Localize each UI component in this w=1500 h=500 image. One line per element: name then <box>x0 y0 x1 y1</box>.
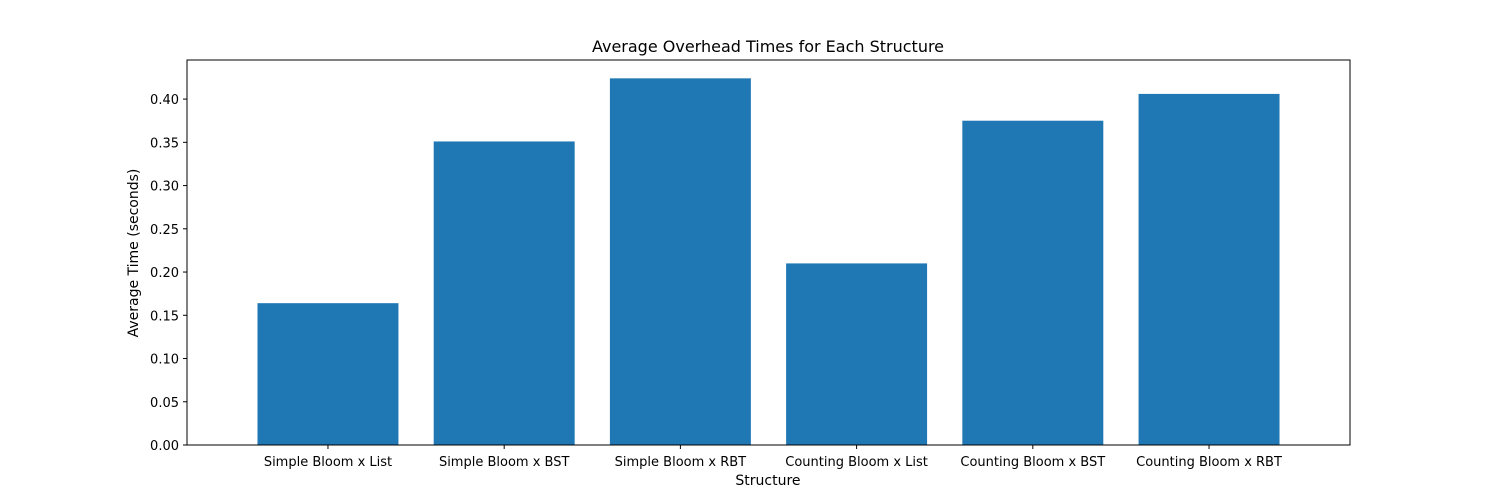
y-tick-label: 0.15 <box>150 309 179 324</box>
bar-3 <box>609 78 751 445</box>
y-tick-label: 0.00 <box>150 439 179 454</box>
y-tick-label: 0.35 <box>150 136 179 151</box>
plot-area-frame <box>186 59 1351 446</box>
y-axis-label: Average Time (seconds) <box>126 169 142 338</box>
chart-title: Average Overhead Times for Each Structur… <box>592 37 944 56</box>
bar-5 <box>962 120 1104 446</box>
x-axis-label: Structure <box>735 473 800 489</box>
x-tick-label: Simple Bloom x BST <box>439 455 570 470</box>
y-axis-ticks: 0.00 0.05 0.10 0.15 0.20 0.25 0.30 0.35 0.40 <box>150 93 187 454</box>
bars-group <box>257 78 1280 446</box>
bar-4 <box>786 263 928 445</box>
bar-1 <box>257 303 399 445</box>
y-tick-label: 0.40 <box>150 93 179 108</box>
y-tick-label: 0.20 <box>150 266 179 281</box>
x-axis-ticks: Simple Bloom x List Simple Bloom x BST Sim… <box>264 445 1282 470</box>
x-tick-label: Counting Bloom x List <box>785 455 928 470</box>
bar-6 <box>1138 93 1280 446</box>
y-tick-label: 0.10 <box>150 353 179 368</box>
y-tick-label: 0.05 <box>150 396 179 411</box>
y-tick-label: 0.25 <box>150 223 179 238</box>
x-tick-label: Counting Bloom x BST <box>960 455 1105 470</box>
y-tick-label: 0.30 <box>150 180 179 195</box>
bar-2 <box>433 141 575 445</box>
x-tick-label: Counting Bloom x RBT <box>1136 455 1282 470</box>
x-tick-label: Simple Bloom x RBT <box>615 455 747 470</box>
x-tick-label: Simple Bloom x List <box>264 455 392 470</box>
